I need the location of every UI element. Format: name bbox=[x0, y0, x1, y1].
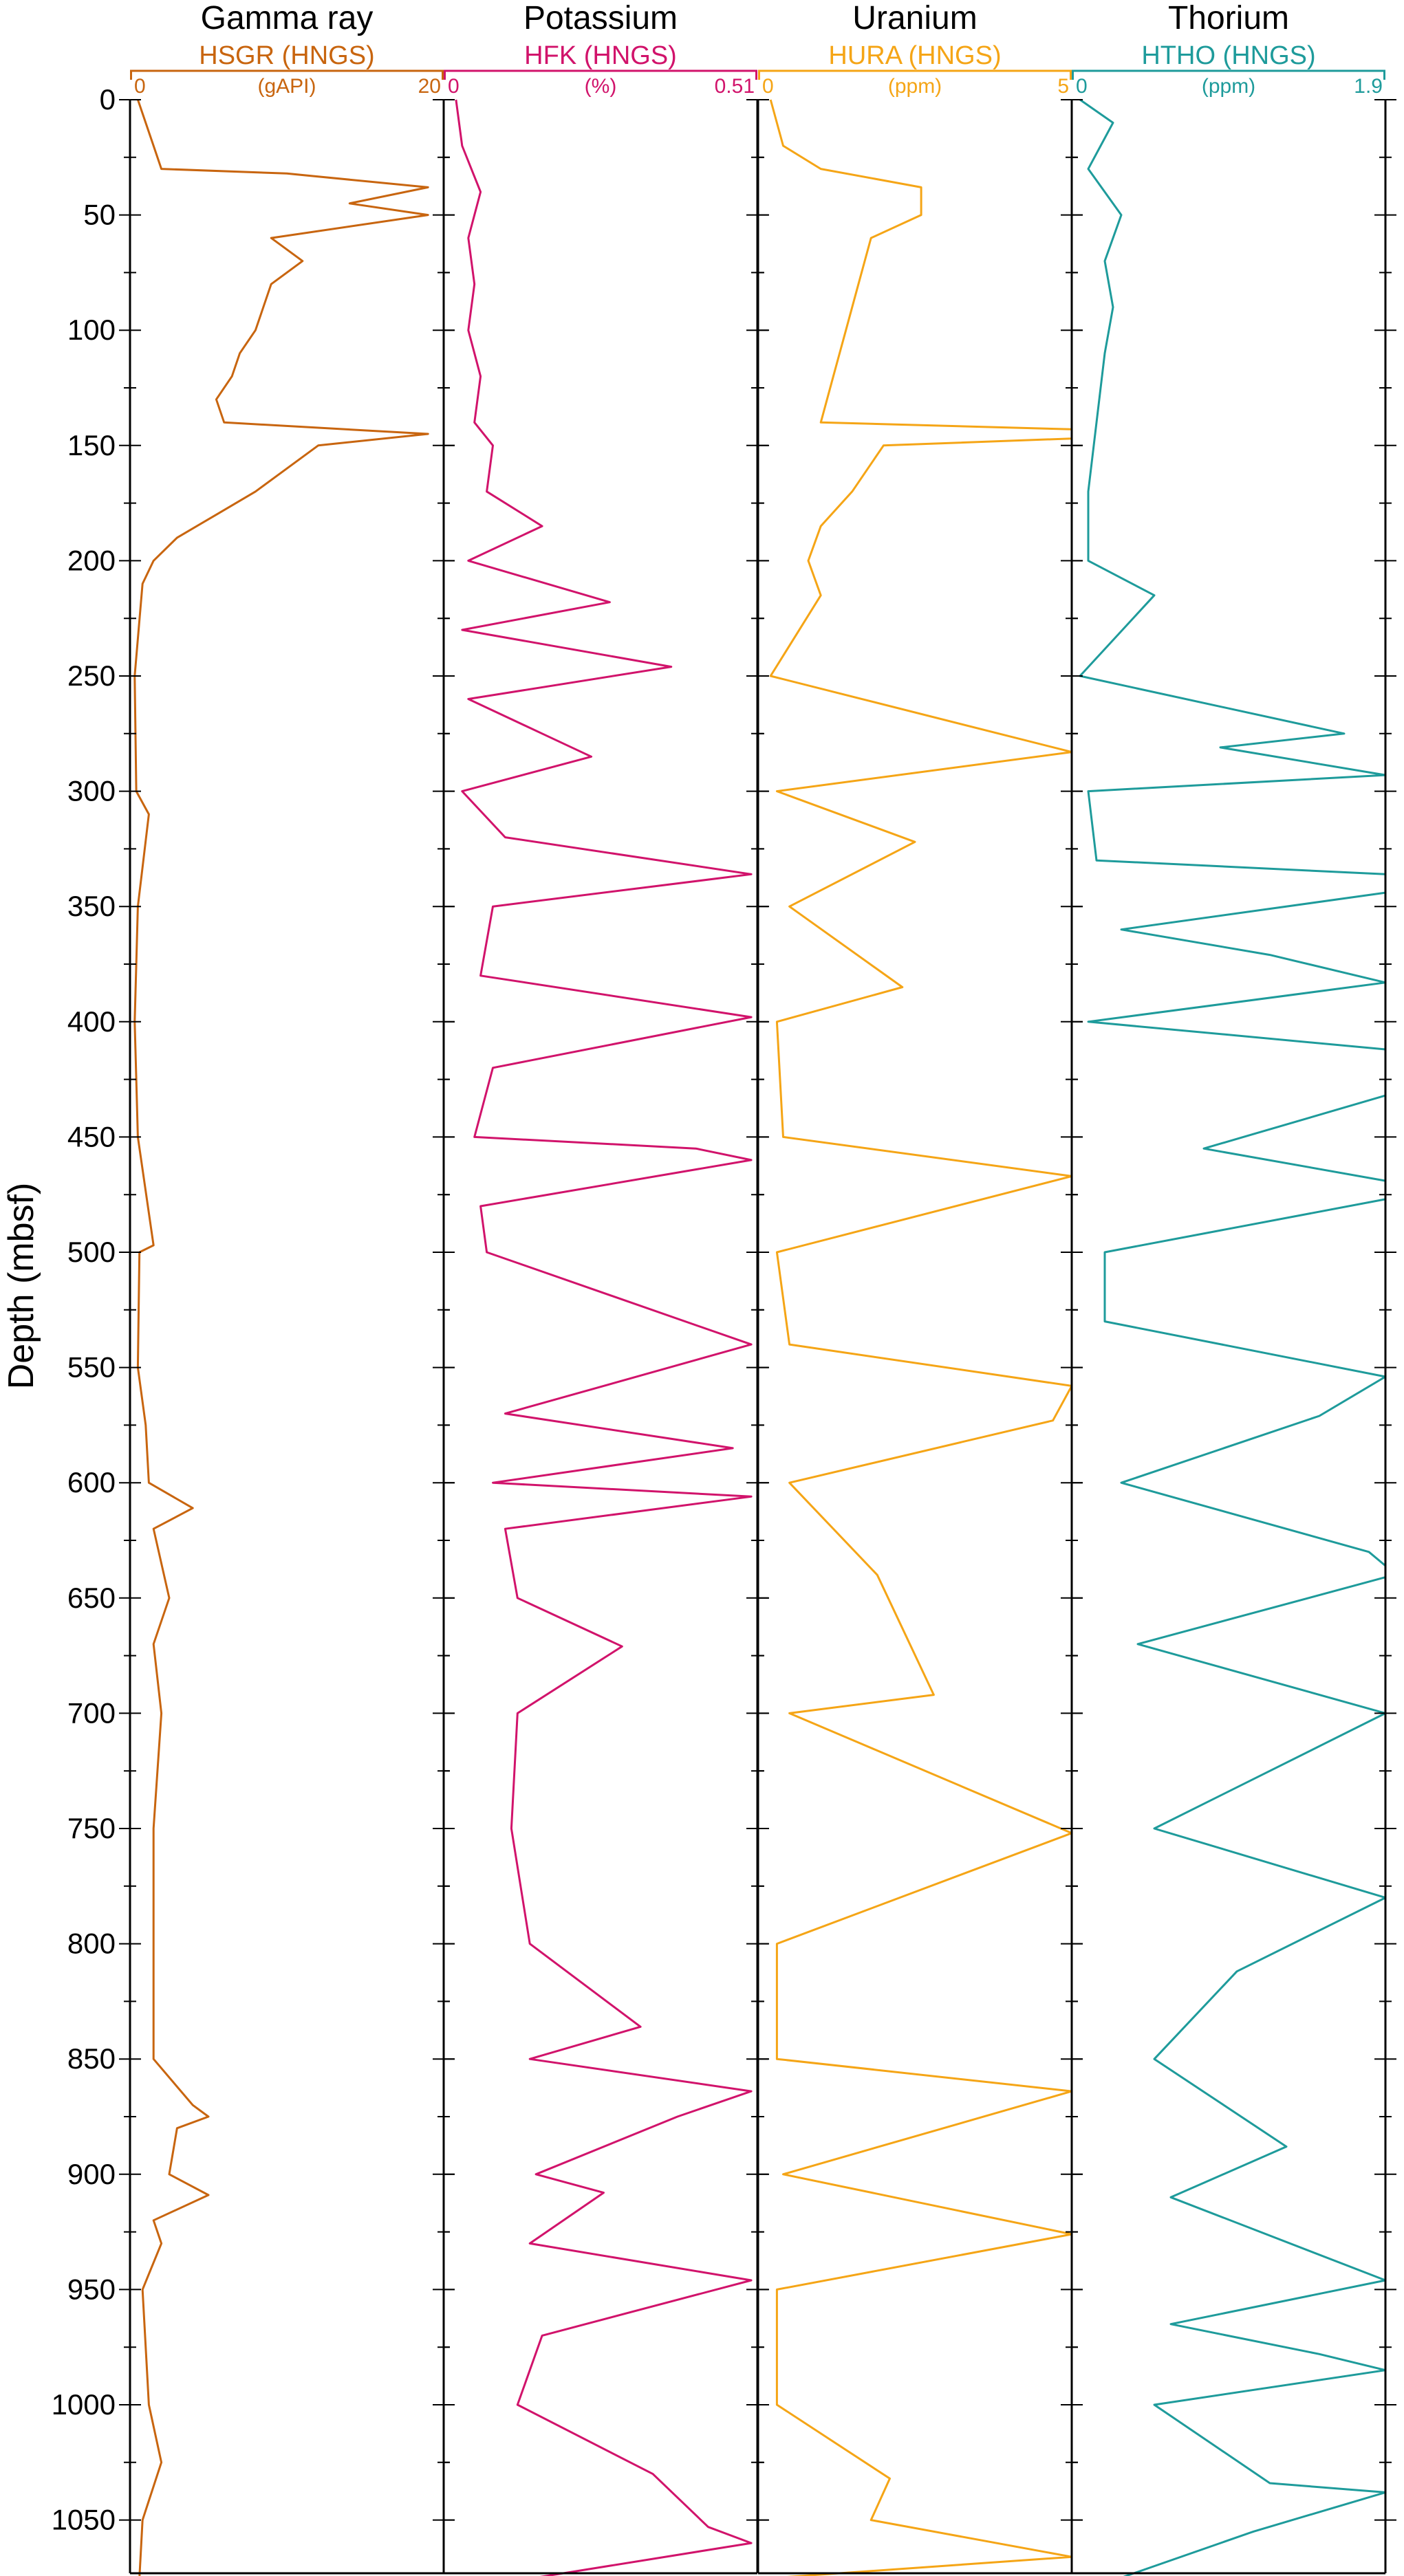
track-title: Thorium bbox=[1168, 0, 1289, 36]
depth-tick-label: 350 bbox=[67, 890, 116, 922]
track-uranium: Uranium HURA (HNGS) (ppm) 0 5 bbox=[757, 0, 1083, 2576]
depth-tick-label: 850 bbox=[67, 2042, 116, 2075]
track-title: Potassium bbox=[523, 0, 678, 36]
depth-tick-label: 750 bbox=[67, 1812, 116, 1844]
track-title: Uranium bbox=[852, 0, 977, 36]
unit-label: (%) bbox=[585, 75, 617, 98]
scale-max-label: 5 bbox=[1057, 75, 1069, 98]
log-curve bbox=[133, 99, 429, 2576]
depth-tick-label: 700 bbox=[67, 1696, 116, 1729]
curve-name: HTHO (HNGS) bbox=[1141, 41, 1315, 70]
depth-tick-label: 250 bbox=[67, 659, 116, 692]
depth-tick-label: 50 bbox=[83, 199, 116, 231]
scale-max-label: 20 bbox=[418, 75, 441, 98]
depth-axis-label: Depth (mbsf) bbox=[1, 1183, 41, 1390]
curve-name: HURA (HNGS) bbox=[828, 41, 1001, 70]
depth-tick-label: 1000 bbox=[52, 2388, 116, 2421]
scale-min-label: 0 bbox=[1076, 75, 1088, 98]
depth-tick-label: 550 bbox=[67, 1351, 116, 1384]
scale-min-label: 0 bbox=[134, 75, 146, 98]
log-curve bbox=[769, 99, 1073, 2576]
depth-tick-label: 100 bbox=[67, 314, 116, 346]
scale-max-label: 0.51 bbox=[715, 75, 755, 98]
unit-label: (gAPI) bbox=[257, 75, 316, 98]
depth-tick-label: 1050 bbox=[52, 2504, 116, 2536]
depth-tick-label: 200 bbox=[67, 544, 116, 576]
depth-tick-label: 650 bbox=[67, 1582, 116, 1614]
curve-name: HFK (HNGS) bbox=[524, 41, 677, 70]
depth-tick-label: 800 bbox=[67, 1928, 116, 1960]
depth-tick-label: 900 bbox=[67, 2158, 116, 2190]
unit-label: (ppm) bbox=[888, 75, 942, 98]
curve-name: HSGR (HNGS) bbox=[199, 41, 374, 70]
scale-max-label: 1.9 bbox=[1354, 75, 1383, 98]
depth-tick-label: 450 bbox=[67, 1120, 116, 1153]
track-gamma-ray: Gamma ray HSGR (HNGS) (gAPI) 0 20 bbox=[119, 0, 455, 2576]
track-potassium: Potassium HFK (HNGS) (%) 0 0.51 bbox=[442, 0, 768, 2576]
depth-tick-label: 400 bbox=[67, 1005, 116, 1038]
depth-tick-label: 950 bbox=[67, 2273, 116, 2305]
unit-label: (ppm) bbox=[1202, 75, 1255, 98]
track-thorium: Thorium HTHO (HNGS) (ppm) 0 1.9 bbox=[1070, 0, 1396, 2576]
scale-min-label: 0 bbox=[448, 75, 460, 98]
depth-tick-label: 150 bbox=[67, 429, 116, 461]
log-curve bbox=[455, 99, 753, 2576]
depth-tick-label: 500 bbox=[67, 1236, 116, 1268]
log-curve bbox=[1079, 98, 1387, 2576]
depth-tick-label: 300 bbox=[67, 775, 116, 807]
depth-tick-labels: 0 50 100 150 200 250 300 350 400 450 500 550 600 650 7… bbox=[52, 83, 116, 2536]
scale-min-label: 0 bbox=[762, 75, 774, 98]
track-title: Gamma ray bbox=[201, 0, 374, 36]
log-tracks: Gamma ray HSGR (HNGS) (gAPI) 0 20 Potassium HF… bbox=[119, 0, 1396, 2576]
depth-tick-label: 0 bbox=[100, 83, 116, 116]
depth-tick-label: 600 bbox=[67, 1466, 116, 1498]
